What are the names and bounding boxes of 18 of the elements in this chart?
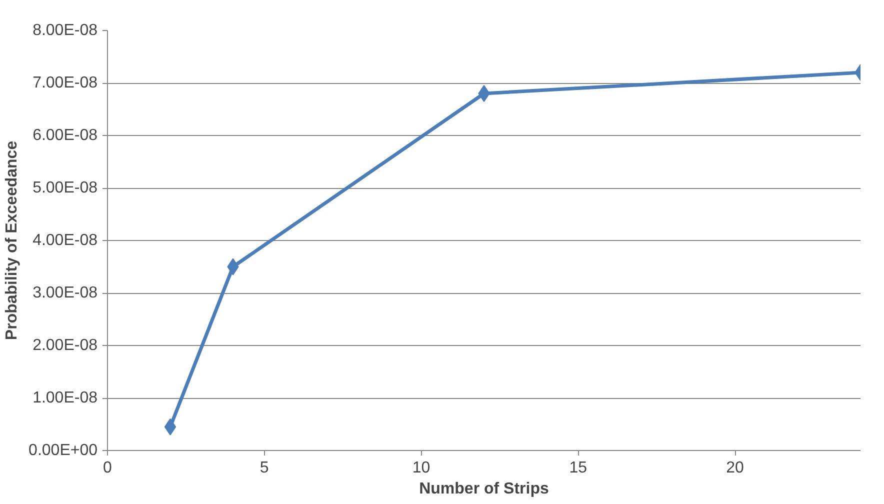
x-tick-label: 0 bbox=[103, 460, 112, 476]
y-tick-label: 4.00E-08 bbox=[32, 232, 98, 249]
y-axis-title: Probability of Exceedance bbox=[4, 140, 21, 340]
y-tick-label: 0.00E+00 bbox=[28, 442, 98, 459]
x-tick-label: 5 bbox=[260, 460, 269, 476]
y-tick-label: 8.00E-08 bbox=[32, 22, 98, 39]
y-tick-label: 3.00E-08 bbox=[32, 284, 98, 302]
point bbox=[478, 85, 490, 102]
y-tick-label: 5.00E-08 bbox=[32, 180, 98, 196]
x-tick-label: 15 bbox=[569, 460, 588, 476]
y-tick-label: 7.00E-08 bbox=[32, 74, 98, 92]
point bbox=[164, 418, 176, 436]
x-tick-label: 10 bbox=[412, 460, 430, 476]
y-tick-label: 6.00E-08 bbox=[32, 127, 98, 144]
x-axis-title: Number of Strips bbox=[419, 480, 549, 498]
y-tick-label: 2.00E-08 bbox=[32, 337, 98, 354]
x-tick-label: 20 bbox=[726, 460, 744, 476]
y-tick-label: 1.00E-08 bbox=[32, 390, 98, 406]
